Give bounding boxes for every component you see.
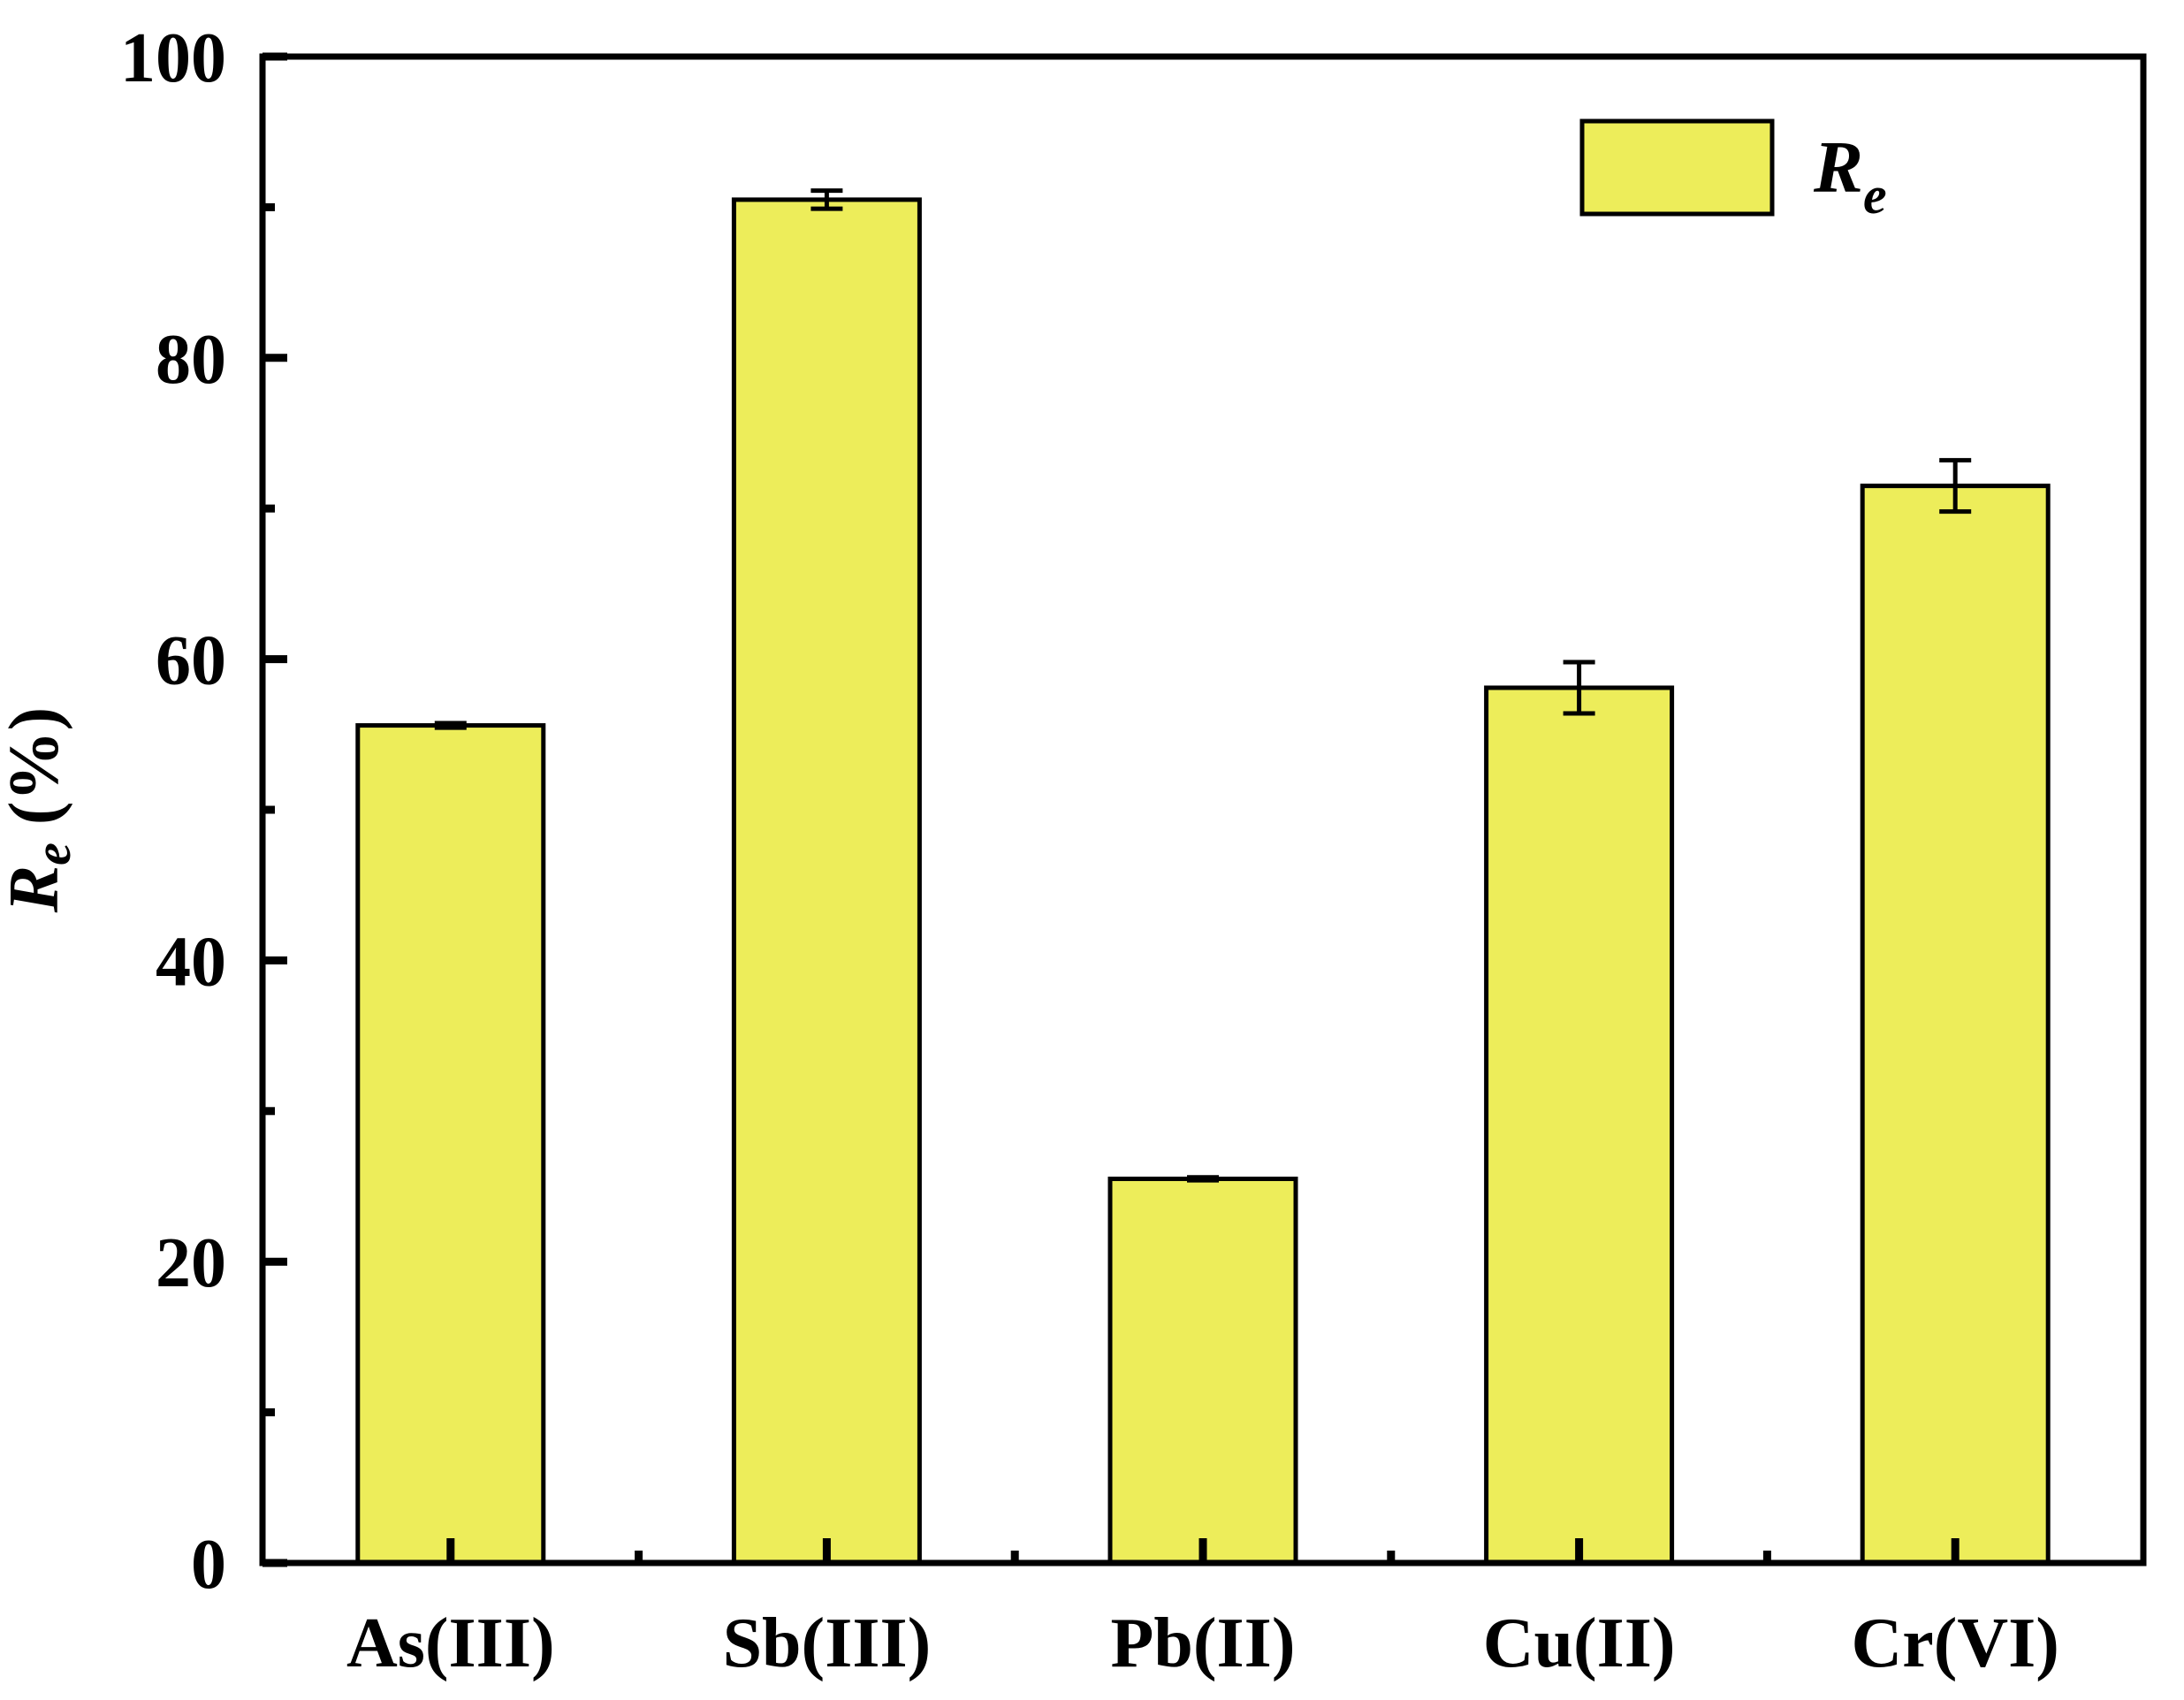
x-tick-label-0: As(III)	[346, 1605, 555, 1682]
y-axis-title-sub: e	[24, 842, 81, 865]
legend-label-main: R	[1813, 126, 1863, 209]
y-tick-label-3: 60	[156, 622, 226, 700]
tick-labels-layer: As(III) Sb(III) Pb(II) Cu(II) Cr(VI) 0 20 40 60 8…	[120, 19, 2059, 1682]
bar-0	[355, 723, 546, 1566]
bars-layer	[355, 197, 2051, 1566]
legend: Re	[1579, 118, 1887, 225]
bar-4	[1860, 484, 2051, 1566]
x-tick-label-4: Cr(VI)	[1851, 1605, 2058, 1682]
y-axis-title-main: R	[0, 865, 73, 913]
y-axis-title-unit: (%)	[0, 707, 73, 842]
ticks-layer	[263, 52, 1960, 1567]
error-bars-layer	[434, 188, 1972, 1183]
legend-label: Re	[1813, 126, 1887, 225]
y-tick-label-5: 100	[120, 19, 226, 97]
bar-1	[731, 197, 922, 1566]
y-tick-label-1: 20	[156, 1224, 226, 1302]
bar-3	[1484, 685, 1675, 1566]
y-axis-title: Re (%)	[0, 707, 81, 913]
bar-2	[1107, 1176, 1298, 1566]
y-tick-label-2: 40	[156, 923, 226, 1001]
x-tick-label-1: Sb(III)	[723, 1605, 932, 1682]
legend-swatch	[1579, 118, 1775, 217]
x-tick-label-2: Pb(II)	[1111, 1605, 1296, 1682]
y-tick-label-0: 0	[191, 1526, 226, 1604]
y-tick-label-4: 80	[156, 321, 226, 399]
x-tick-label-3: Cu(II)	[1483, 1605, 1676, 1682]
legend-label-sub: e	[1863, 166, 1887, 225]
